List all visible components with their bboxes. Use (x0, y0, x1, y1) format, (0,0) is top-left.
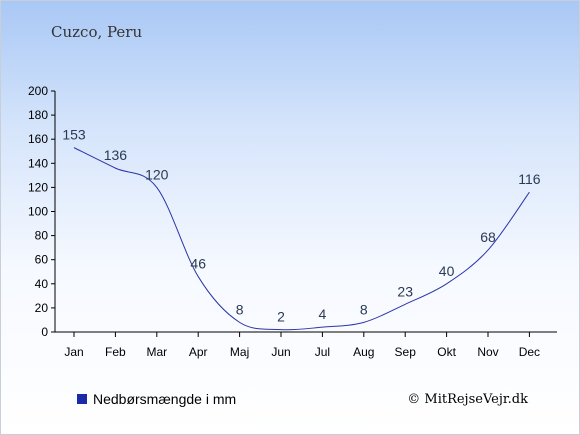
data-label: 153 (62, 127, 86, 143)
data-labels: 153 136 120 46 8 2 4 8 23 40 68 116 (62, 127, 540, 325)
x-tick-label: Jul (315, 345, 330, 359)
y-tick-label: 120 (28, 180, 48, 194)
data-label: 116 (518, 171, 541, 187)
y-tick-label: 160 (28, 132, 48, 146)
x-tick-labels: Jan Feb Mar Apr Maj Jun Jul Aug Sep Okt Nov Dec (64, 345, 540, 359)
x-tick-label: Sep (395, 345, 417, 359)
x-tick-label: Feb (105, 345, 126, 359)
legend-swatch (77, 394, 87, 404)
data-label: 23 (397, 283, 413, 299)
x-tick-label: Dec (519, 345, 540, 359)
x-tick-label: Apr (189, 345, 208, 359)
y-tick-label: 20 (35, 301, 49, 315)
data-label: 8 (236, 301, 244, 317)
data-label: 8 (360, 301, 368, 317)
y-tick-label: 40 (35, 277, 49, 291)
data-label: 68 (480, 229, 496, 245)
data-label: 2 (277, 309, 285, 325)
x-tick-label: Maj (230, 345, 249, 359)
y-tick-label: 200 (28, 84, 48, 98)
y-tick-label: 100 (28, 205, 48, 219)
data-label: 4 (319, 306, 327, 322)
y-tick-label: 140 (28, 156, 48, 170)
data-label: 120 (145, 166, 169, 182)
y-tick-label: 0 (41, 325, 48, 339)
legend-label: Nedbørsmængde i mm (93, 391, 236, 407)
x-tick-label: Aug (353, 345, 374, 359)
x-tick-label: Okt (437, 345, 456, 359)
data-label: 136 (104, 147, 128, 163)
y-tick-label: 180 (28, 108, 48, 122)
data-label: 40 (439, 263, 455, 279)
x-tick-label: Nov (477, 345, 498, 359)
x-tick-label: Mar (146, 345, 167, 359)
data-label: 46 (190, 256, 206, 272)
chart-axes (51, 90, 557, 337)
y-tick-label: 60 (35, 253, 49, 267)
y-tick-label: 80 (35, 229, 49, 243)
chart-title: Cuzco, Peru (51, 23, 142, 41)
series-line (73, 147, 530, 331)
x-tick-label: Jun (271, 345, 290, 359)
copyright-credit: © MitRejseVejr.dk (407, 392, 528, 407)
y-tick-labels: 0 20 40 60 80 100 120 140 160 180 200 (28, 84, 48, 339)
x-tick-label: Jan (64, 345, 83, 359)
